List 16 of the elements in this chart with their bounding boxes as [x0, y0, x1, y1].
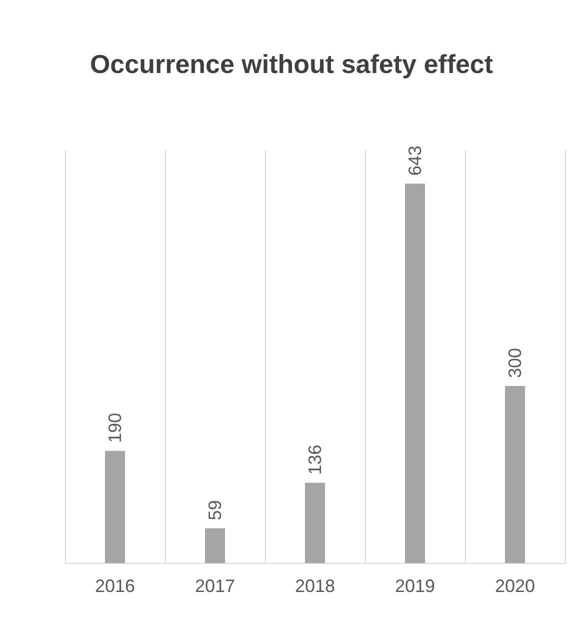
x-tick-label: 2020 [494, 576, 536, 596]
data-label: 136 [305, 444, 325, 475]
data-label: 59 [205, 500, 225, 520]
x-tick-label: 2019 [394, 576, 436, 596]
bar [505, 386, 525, 563]
data-label: 300 [505, 348, 525, 378]
chart-title: Occurrence without safety effect [90, 49, 494, 79]
data-label: 190 [105, 412, 125, 443]
bar [205, 528, 225, 563]
bar [105, 450, 125, 563]
bar [305, 482, 325, 563]
x-tick-label: 2017 [194, 576, 236, 596]
data-label: 643 [405, 146, 425, 176]
x-tick-label: 2016 [94, 576, 136, 596]
x-tick-label: 2018 [294, 576, 336, 596]
bar [405, 184, 425, 563]
